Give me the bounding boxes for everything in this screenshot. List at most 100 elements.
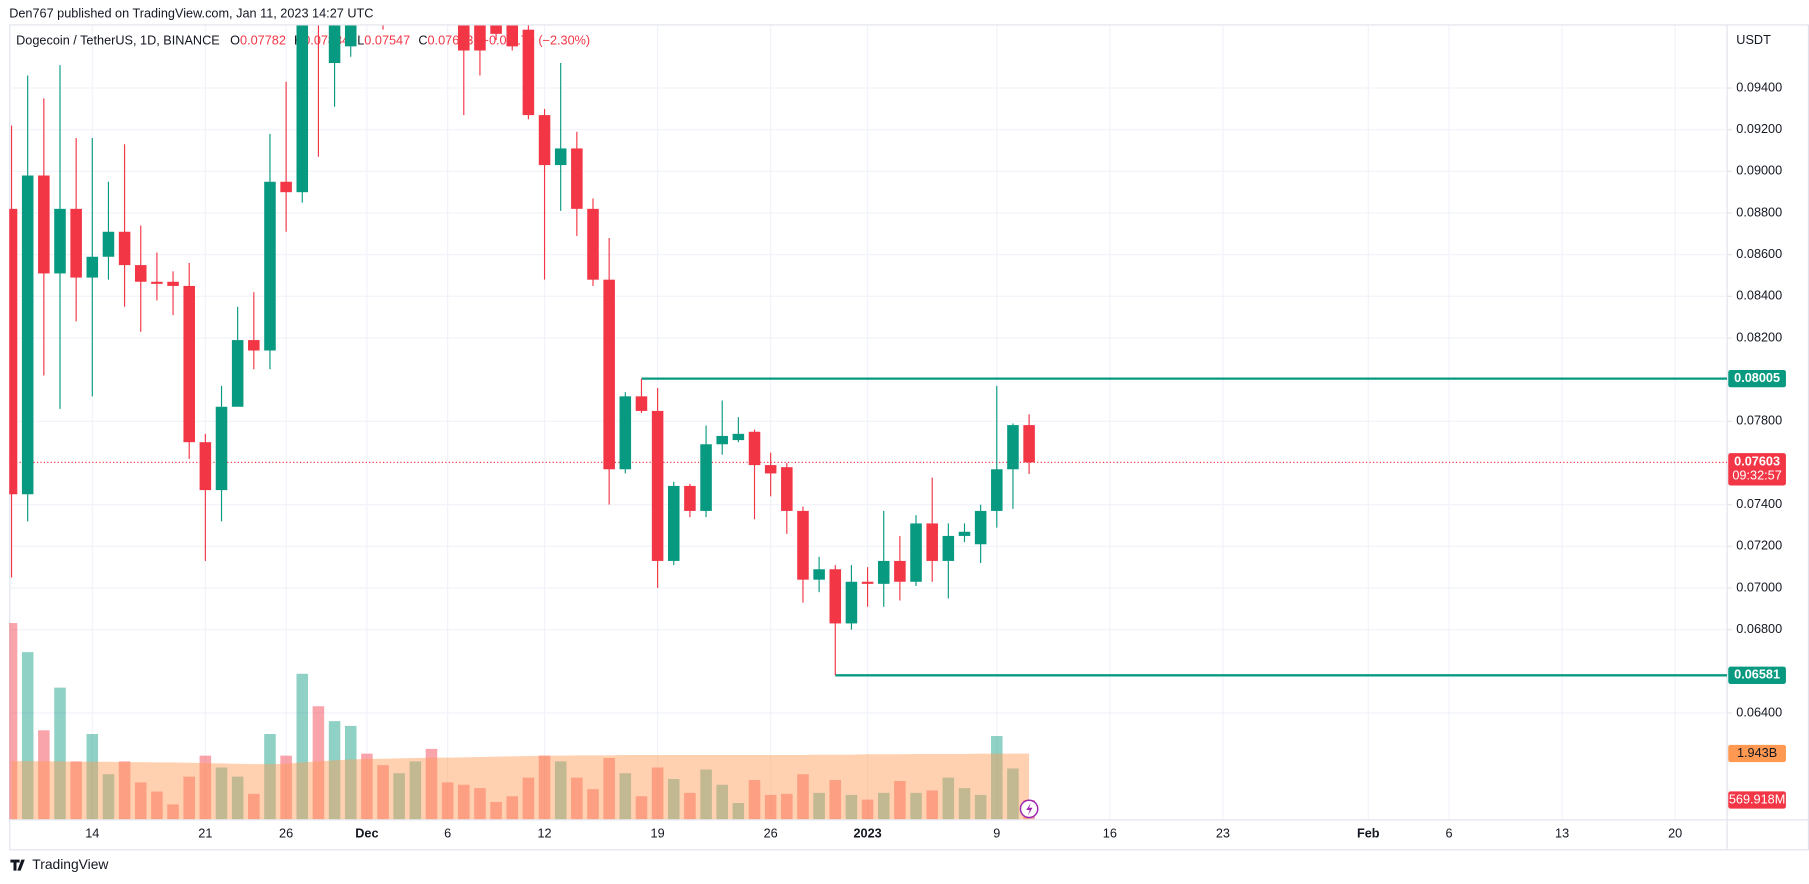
candle-body — [38, 175, 50, 274]
y-tick-label: 0.06400 — [1736, 705, 1782, 719]
x-tick-label: 20 — [1668, 827, 1682, 841]
volume-bar — [926, 790, 938, 820]
volume-bar — [215, 767, 228, 820]
volume-bar — [506, 796, 519, 820]
level-badge — [1728, 666, 1786, 684]
last-price-label: 0.07603 — [1734, 455, 1780, 469]
volume-bar — [70, 761, 82, 820]
countdown-label: 09:32:57 — [1732, 469, 1781, 483]
candle-body — [21, 175, 34, 495]
alert-icon — [1019, 799, 1039, 819]
volume-bar — [538, 755, 551, 820]
volume-bar — [619, 773, 632, 820]
candle-body — [861, 581, 874, 584]
candle-body — [829, 569, 842, 624]
volume-bar — [86, 733, 99, 820]
x-tick-label: 12 — [537, 827, 551, 841]
candle-body — [134, 265, 147, 282]
volume-bar — [134, 782, 147, 820]
candle-body — [942, 535, 955, 561]
y-tick-label: 0.09400 — [1736, 80, 1782, 94]
candle-body — [797, 510, 809, 580]
candle-body — [667, 485, 680, 561]
volume-bar — [942, 777, 955, 820]
candle-body — [328, 25, 341, 64]
candle-body — [684, 485, 696, 511]
candle-body — [716, 435, 728, 445]
candle-body — [651, 410, 664, 561]
volume-bar — [393, 773, 405, 820]
x-tick-label: 9 — [993, 827, 1000, 841]
y-tick-label: 0.06800 — [1736, 622, 1782, 636]
x-tick-label: 2023 — [853, 827, 881, 841]
candle-body — [732, 433, 745, 441]
volume-bar — [797, 774, 809, 820]
footer-logo: TradingView — [10, 856, 109, 872]
volume-bar — [490, 802, 502, 820]
volume-bar — [571, 777, 583, 820]
candle-body — [587, 208, 599, 280]
legend-o-label: O — [230, 34, 240, 48]
candle-body — [764, 465, 777, 474]
volume-bar — [199, 755, 212, 820]
volume-bar — [603, 758, 615, 820]
volume-bar — [248, 793, 260, 820]
volume-bar — [167, 804, 179, 820]
volume-bar — [377, 765, 389, 820]
candle-body — [458, 25, 470, 51]
volume-bar — [894, 781, 906, 820]
candle-body — [86, 256, 99, 278]
candle-body — [894, 560, 906, 582]
y-tick-label: 0.09000 — [1736, 164, 1782, 178]
volume-bar — [312, 706, 325, 820]
candle-body — [910, 523, 922, 582]
legend-c-label: C — [418, 34, 427, 48]
volume-bar — [102, 774, 115, 820]
x-tick-label: 19 — [651, 827, 665, 841]
volume-label: 569.918M — [1729, 792, 1785, 806]
volume-bar — [716, 784, 728, 820]
volume-bar — [958, 788, 971, 820]
volume-bar — [764, 794, 777, 820]
y-tick-label: 0.08400 — [1736, 289, 1782, 303]
candle-body — [813, 569, 825, 580]
y-tick-label: 0.07200 — [1736, 539, 1782, 553]
volume-bar — [280, 755, 292, 820]
volume-bar — [781, 793, 793, 820]
volume-bar — [635, 796, 648, 820]
candle-body — [54, 208, 66, 274]
candle-body — [264, 181, 276, 351]
volume-bar — [748, 780, 761, 820]
candle-body — [845, 581, 858, 624]
volume-bar — [441, 782, 454, 820]
legend-change: −0.00179 (−2.30%) — [482, 34, 591, 48]
x-tick-label: 23 — [1216, 827, 1230, 841]
volume-bar — [21, 652, 34, 820]
candle-body — [926, 523, 938, 561]
y-tick-label: 0.08600 — [1736, 247, 1782, 261]
level-label: 0.06581 — [1734, 668, 1780, 682]
x-tick-label: 21 — [198, 827, 212, 841]
candle-body — [183, 285, 195, 443]
volume-bar — [991, 736, 1003, 820]
legend-l-label: L — [357, 34, 364, 48]
volume-bar — [328, 721, 341, 820]
volume-bar — [877, 792, 890, 820]
candle-body — [635, 396, 648, 411]
last-price-badge — [1728, 453, 1786, 486]
volume-bar — [54, 687, 66, 820]
candle-body — [215, 406, 228, 491]
volume-bar — [425, 748, 438, 820]
candle-body — [554, 148, 567, 166]
candle-body — [248, 340, 260, 351]
candle-body — [571, 148, 583, 209]
candle-body — [958, 531, 971, 536]
volume-ma-area — [11, 753, 1030, 820]
candle-body — [490, 25, 502, 34]
candle-body — [167, 281, 179, 286]
x-tick-label: 26 — [764, 827, 778, 841]
volume-bar — [344, 725, 357, 820]
volume-bar — [458, 784, 470, 820]
candle-body — [1023, 425, 1035, 463]
